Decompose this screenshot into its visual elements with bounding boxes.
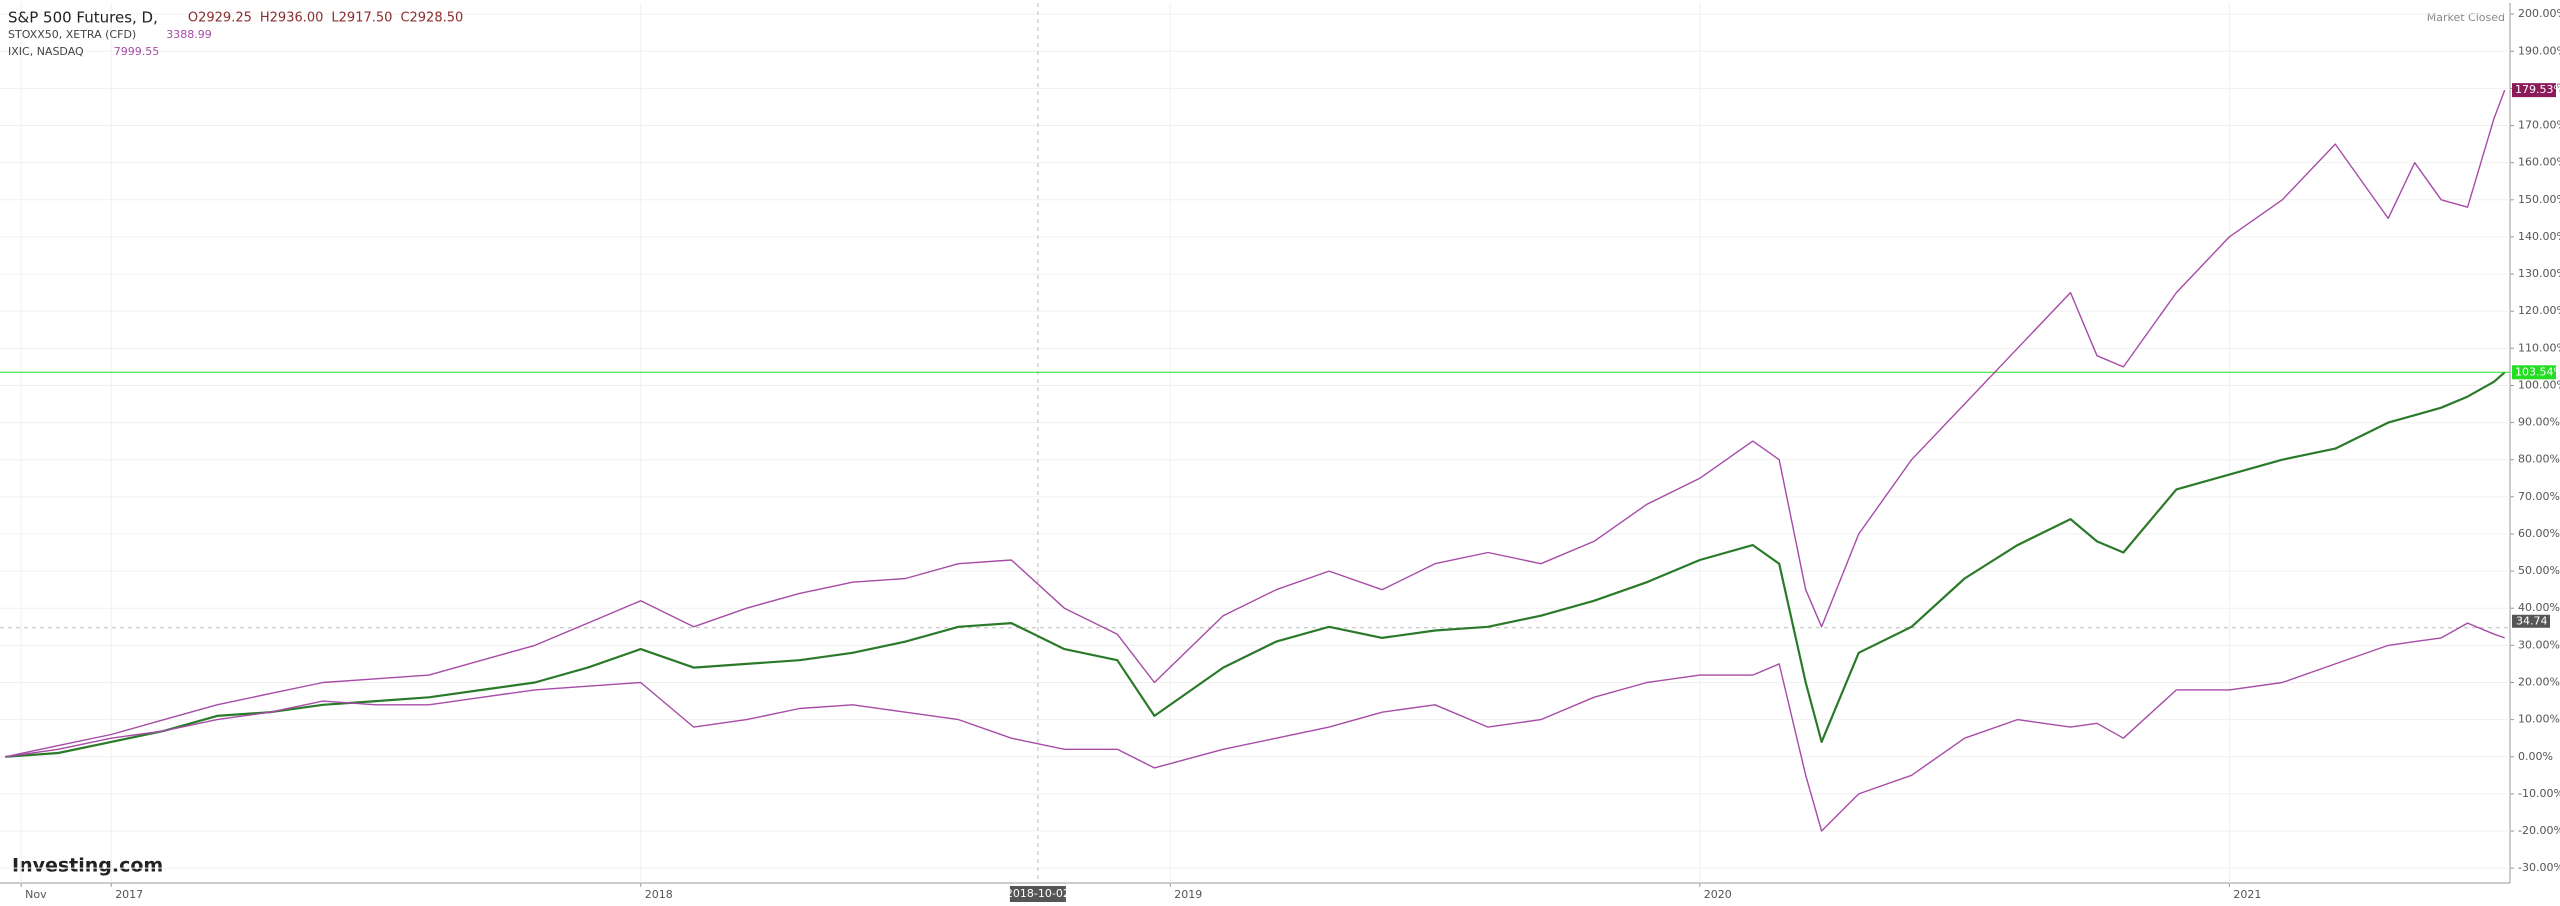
legend-quote: 3388.99 xyxy=(166,28,212,41)
y-tick-label: 190.00% xyxy=(2518,44,2560,57)
y-tick-label: 130.00% xyxy=(2518,267,2560,280)
x-tick-label: 2019 xyxy=(1174,888,1202,901)
y-tick-label: 200.00% xyxy=(2518,7,2560,20)
y-tick-label: -20.00% xyxy=(2518,824,2560,837)
legend-series-name: STOXX50, XETRA (CFD) xyxy=(8,28,136,41)
crosshair-x-box xyxy=(1009,886,1066,902)
y-tick-label: -30.00% xyxy=(2518,861,2560,874)
legend-quote: 7999.55 xyxy=(114,45,160,58)
last-value-label: 179.53% xyxy=(2515,83,2560,96)
legend-quote: C2928.50 xyxy=(400,11,463,26)
y-tick-label: 30.00% xyxy=(2518,638,2560,651)
y-tick-label: 10.00% xyxy=(2518,713,2560,726)
y-tick-label: 110.00% xyxy=(2518,341,2560,354)
crosshair-y-box xyxy=(2512,614,2550,628)
x-tick-label: 2018 xyxy=(645,888,673,901)
y-tick-label: 60.00% xyxy=(2518,527,2560,540)
series-line xyxy=(5,89,2506,758)
series-line xyxy=(5,371,2506,758)
y-tick-label: 150.00% xyxy=(2518,193,2560,206)
crosshair-x-label: 2018-10-02 xyxy=(1006,887,1070,900)
y-tick-label: 90.00% xyxy=(2518,416,2560,429)
y-tick-label: 50.00% xyxy=(2518,564,2560,577)
x-tick-label: Nov xyxy=(25,888,47,901)
y-tick-label: 170.00% xyxy=(2518,119,2560,132)
last-value-box xyxy=(2512,365,2556,380)
y-tick-label: 80.00% xyxy=(2518,453,2560,466)
y-tick-label: 100.00% xyxy=(2518,378,2560,391)
last-value-box xyxy=(2512,83,2556,98)
y-tick-label: 70.00% xyxy=(2518,490,2560,503)
legend-quote: H2936.00 xyxy=(260,11,324,26)
y-tick-label: 0.00% xyxy=(2518,750,2553,763)
legend-series-name: S&P 500 Futures, D, xyxy=(8,9,158,27)
legend-quote: L2917.50 xyxy=(331,11,392,26)
crosshair-y-label: 34.74 xyxy=(2516,614,2548,627)
y-tick-label: 120.00% xyxy=(2518,304,2560,317)
y-tick-label: 40.00% xyxy=(2518,601,2560,614)
legend-series-name: IXIC, NASDAQ xyxy=(8,45,84,58)
y-tick-label: -10.00% xyxy=(2518,787,2560,800)
series-line xyxy=(5,622,2505,832)
market-status: Market Closed xyxy=(2427,11,2505,24)
x-tick-label: 2017 xyxy=(115,888,143,901)
y-tick-label: 20.00% xyxy=(2518,675,2560,688)
x-tick-label: 2020 xyxy=(1704,888,1732,901)
brand-logo: Investing.com xyxy=(12,855,163,877)
legend-quote: O2929.25 xyxy=(188,11,252,26)
y-tick-label: 160.00% xyxy=(2518,156,2560,169)
x-tick-label: 2021 xyxy=(2233,888,2261,901)
last-value-label: 103.54% xyxy=(2515,365,2560,378)
y-tick-label: 140.00% xyxy=(2518,230,2560,243)
